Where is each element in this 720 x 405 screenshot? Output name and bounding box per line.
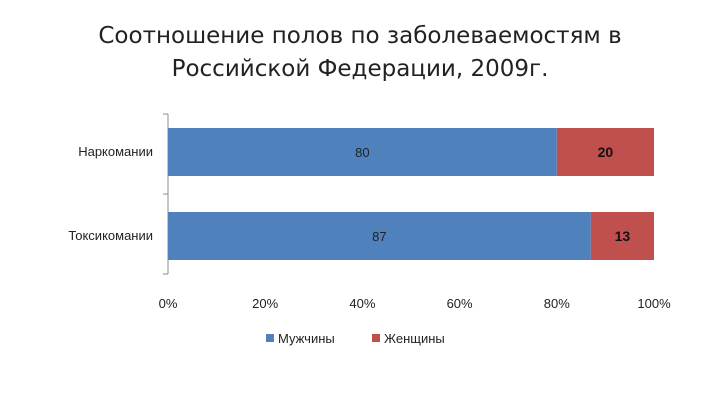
category-label: Токсикомании [68, 228, 153, 243]
chart-title: Соотношение полов по заболеваемостям в Р… [0, 20, 720, 86]
bar-men-2 [168, 212, 591, 260]
chart-title-line-1: Соотношение полов по заболеваемостям в [98, 23, 622, 49]
x-tick-label: 0% [159, 296, 178, 311]
data-label-men-1: 80 [355, 145, 369, 160]
legend-swatch-women [372, 334, 380, 342]
data-label-women-1: 20 [598, 144, 614, 160]
x-tick-label: 100% [637, 296, 671, 311]
bar-men-1 [168, 128, 557, 176]
legend-label-women: Женщины [384, 331, 445, 346]
bar-women-1 [556, 128, 654, 176]
x-tick-label: 80% [544, 296, 570, 311]
bar-women-2 [590, 212, 654, 260]
category-label: Наркомании [78, 144, 153, 159]
legend-swatch-men [266, 334, 274, 342]
chart-title-line-2: Российской Федерации, 2009г. [171, 56, 549, 82]
data-label-men-2: 87 [372, 229, 386, 244]
x-tick-label: 60% [447, 296, 473, 311]
legend-label-men: Мужчины [278, 331, 335, 346]
x-tick-label: 20% [252, 296, 278, 311]
x-tick-label: 40% [349, 296, 375, 311]
data-label-women-2: 13 [615, 228, 631, 244]
